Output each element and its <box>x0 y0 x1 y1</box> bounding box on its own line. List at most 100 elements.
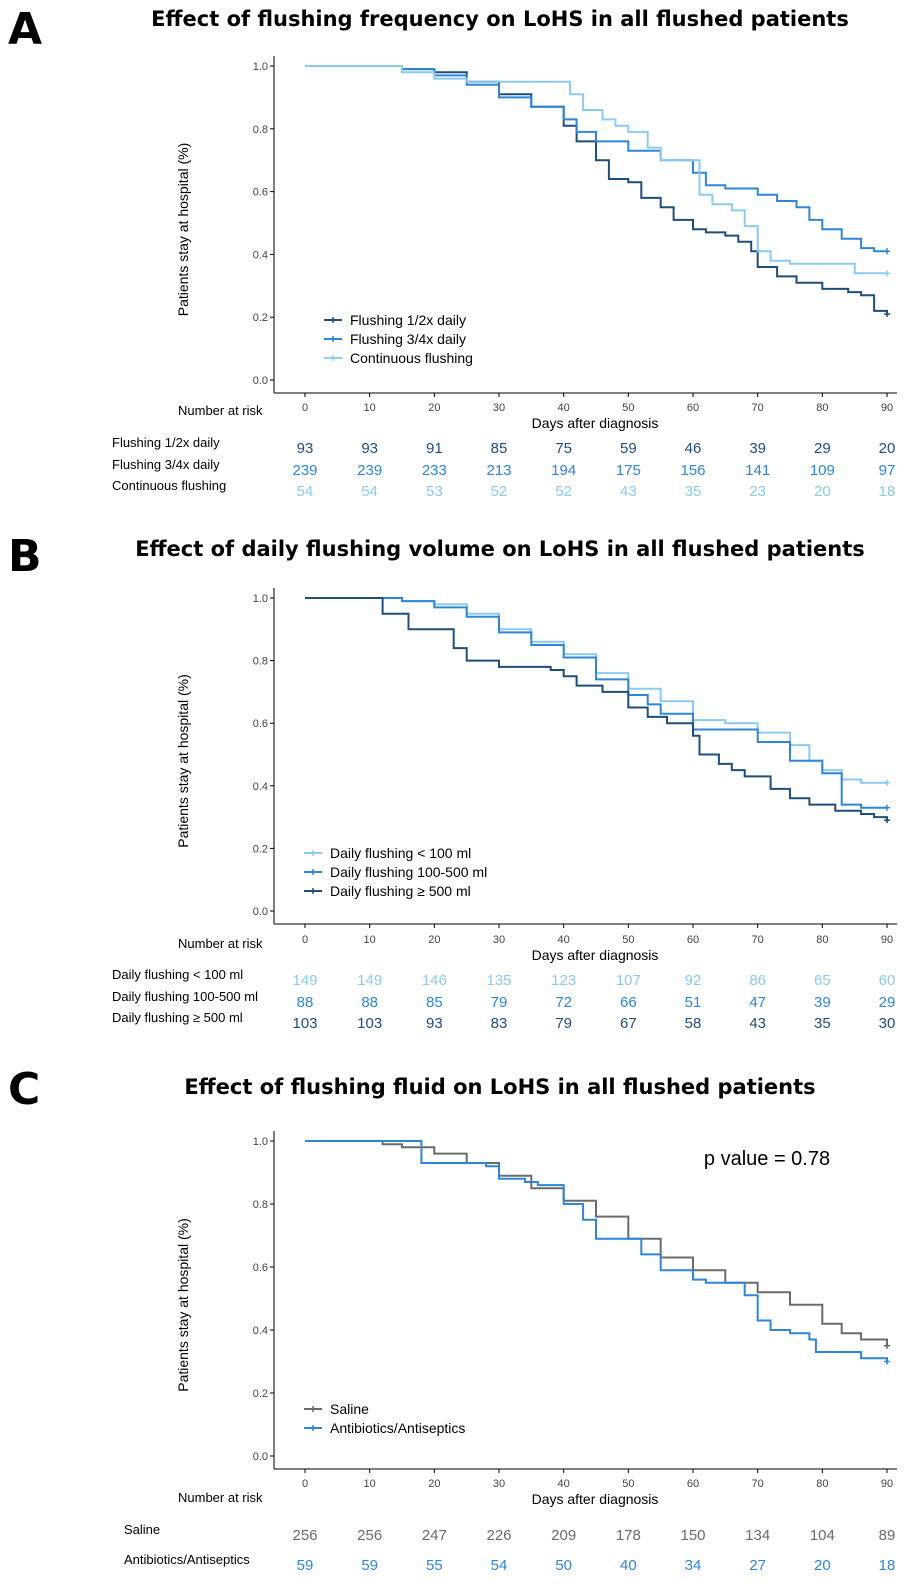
risk-count: 43 <box>620 483 637 500</box>
risk-count: 43 <box>749 1015 766 1032</box>
x-axis-title: Days after diagnosis <box>532 1491 659 1507</box>
x-tick-label: 70 <box>752 1478 764 1490</box>
risk-count: 35 <box>685 483 702 500</box>
risk-count: 51 <box>685 994 702 1011</box>
risk-row-label: Continuous flushing <box>112 478 226 493</box>
risk-count: 59 <box>620 440 637 457</box>
x-tick-label: 20 <box>428 934 440 946</box>
x-tick-label: 80 <box>816 1478 828 1490</box>
risk-count: 20 <box>879 440 896 457</box>
risk-count: 59 <box>361 1557 378 1574</box>
y-tick-label: 0.8 <box>253 124 268 136</box>
x-tick-label: 70 <box>752 934 764 946</box>
risk-row-label: Daily flushing 100-500 ml <box>112 989 258 1004</box>
y-tick-label: 1.0 <box>253 1136 268 1148</box>
legend-label: Flushing 3/4x daily <box>350 331 466 347</box>
x-tick-label: 10 <box>364 402 376 414</box>
risk-count: 213 <box>486 462 511 479</box>
risk-count: 54 <box>361 483 378 500</box>
y-tick-label: 1.0 <box>253 593 268 605</box>
survival-curve-3 <box>305 597 888 821</box>
legend-label: Daily flushing ≥ 500 ml <box>330 883 471 899</box>
risk-row-label: Daily flushing < 100 ml <box>112 967 243 982</box>
x-tick-label: 10 <box>364 1478 376 1490</box>
risk-count: 141 <box>745 462 770 479</box>
legend-label: Saline <box>330 1401 369 1417</box>
risk-count: 93 <box>297 440 314 457</box>
risk-count: 91 <box>426 440 443 457</box>
risk-count: 104 <box>810 1527 835 1544</box>
x-tick-label: 40 <box>558 402 570 414</box>
risk-count: 209 <box>551 1527 576 1544</box>
y-axis-title: Patients stay at hospital (%) <box>175 143 191 317</box>
survival-curve-1 <box>305 65 888 315</box>
x-tick-label: 60 <box>687 402 699 414</box>
y-tick-label: 0.6 <box>253 187 268 199</box>
x-axis-title: Days after diagnosis <box>532 415 659 431</box>
risk-count: 18 <box>879 1557 896 1574</box>
y-tick-label: 0.4 <box>253 249 268 261</box>
x-tick-label: 30 <box>493 402 505 414</box>
legend-label: Flushing 1/2x daily <box>350 312 466 328</box>
risk-count: 247 <box>422 1527 447 1544</box>
y-tick-label: 0.0 <box>253 375 268 387</box>
x-tick-label: 90 <box>881 1478 893 1490</box>
risk-count: 149 <box>292 972 317 989</box>
survival-curve-1 <box>305 597 887 784</box>
risk-count: 55 <box>426 1557 443 1574</box>
y-tick-label: 0.0 <box>253 1451 268 1463</box>
x-tick-label: 20 <box>428 402 440 414</box>
risk-count: 39 <box>749 440 766 457</box>
x-tick-label: 90 <box>881 934 893 946</box>
x-tick-label: 0 <box>302 1478 308 1490</box>
risk-count: 20 <box>814 483 831 500</box>
x-tick-label: 20 <box>428 1478 440 1490</box>
y-tick-label: 0.2 <box>253 843 268 855</box>
panel-c: C Effect of flushing fluid on LoHS in all… <box>8 1064 897 1574</box>
risk-count: 79 <box>491 994 508 1011</box>
y-tick-label: 0.8 <box>253 656 268 668</box>
risk-count: 146 <box>422 972 447 989</box>
risk-count: 60 <box>879 972 896 989</box>
risk-count: 65 <box>814 972 831 989</box>
risk-count: 149 <box>357 972 382 989</box>
y-tick-label: 0.2 <box>253 1388 268 1400</box>
survival-curve-2 <box>305 1140 888 1362</box>
risk-count: 23 <box>749 483 766 500</box>
risk-count: 256 <box>357 1527 382 1544</box>
risk-count: 135 <box>486 972 511 989</box>
risk-count: 93 <box>426 1015 443 1032</box>
risk-count: 30 <box>879 1015 896 1032</box>
y-axis-title: Patients stay at hospital (%) <box>175 1218 191 1392</box>
risk-count: 239 <box>292 462 317 479</box>
panel-a: A Effect of flushing frequency on LoHS in… <box>8 4 897 500</box>
risk-count: 18 <box>879 483 896 500</box>
risk-row-label: Flushing 1/2x daily <box>112 435 220 450</box>
y-tick-label: 0.4 <box>253 1325 268 1337</box>
risk-count: 88 <box>297 994 314 1011</box>
legend-label: Daily flushing < 100 ml <box>330 845 471 861</box>
y-tick-label: 0.0 <box>253 906 268 918</box>
risk-count: 175 <box>616 462 641 479</box>
risk-count: 83 <box>491 1015 508 1032</box>
risk-table-header: Number at risk <box>178 936 263 951</box>
risk-count: 79 <box>555 1015 572 1032</box>
risk-count: 52 <box>555 483 572 500</box>
risk-count: 39 <box>814 994 831 1011</box>
risk-count: 85 <box>491 440 508 457</box>
y-tick-label: 0.6 <box>253 718 268 730</box>
risk-count: 46 <box>685 440 702 457</box>
risk-count: 178 <box>616 1527 641 1544</box>
panel-title: Effect of flushing frequency on LoHS in … <box>151 7 849 31</box>
risk-count: 92 <box>685 972 702 989</box>
x-tick-label: 50 <box>622 934 634 946</box>
risk-count: 29 <box>879 994 896 1011</box>
x-tick-label: 60 <box>687 1478 699 1490</box>
risk-count: 86 <box>749 972 766 989</box>
risk-count: 150 <box>680 1527 705 1544</box>
x-tick-label: 80 <box>816 402 828 414</box>
x-tick-label: 40 <box>558 1478 570 1490</box>
x-tick-label: 10 <box>364 934 376 946</box>
x-tick-label: 50 <box>622 1478 634 1490</box>
